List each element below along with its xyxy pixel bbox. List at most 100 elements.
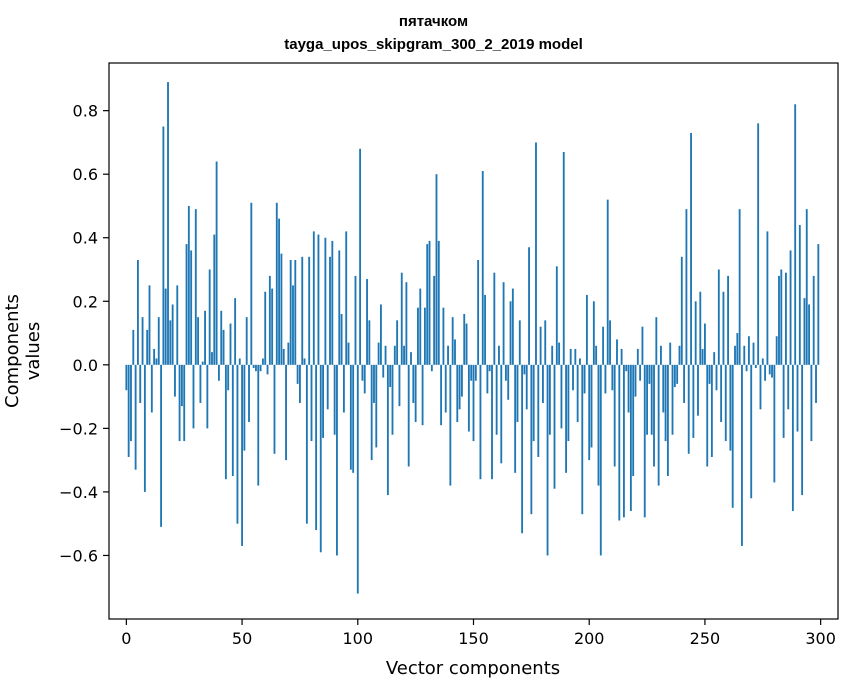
bar-94 <box>342 364 345 413</box>
bar-27 <box>187 205 190 365</box>
bar-66 <box>278 218 281 365</box>
bar-221 <box>636 348 639 365</box>
bar-98 <box>352 364 355 473</box>
bar-224 <box>643 364 646 518</box>
bar-242 <box>685 209 688 365</box>
bar-73 <box>294 259 297 365</box>
bar-55 <box>252 364 255 369</box>
bar-293 <box>803 298 806 365</box>
bar-190 <box>565 364 567 473</box>
bar-183 <box>548 364 551 435</box>
bar-182 <box>546 364 549 556</box>
bar-18 <box>167 82 169 365</box>
bar-262 <box>731 364 734 508</box>
bar-84 <box>319 364 322 553</box>
bar-152 <box>477 259 480 365</box>
bar-146 <box>463 313 466 365</box>
bar-53 <box>248 364 250 423</box>
bar-91 <box>336 364 338 556</box>
bar-138 <box>444 364 447 413</box>
bar-217 <box>627 364 630 413</box>
bar-235 <box>669 342 672 365</box>
bar-202 <box>592 301 595 365</box>
bar-254 <box>713 352 716 365</box>
bar-5 <box>137 259 139 365</box>
bar-118 <box>398 364 401 407</box>
bar-189 <box>562 151 565 365</box>
bar-191 <box>567 364 570 442</box>
bar-134 <box>435 174 438 365</box>
bar-263 <box>734 345 736 365</box>
bar-147 <box>465 323 468 365</box>
bar-43 <box>224 364 227 480</box>
bar-80 <box>310 364 313 442</box>
bar-22 <box>176 285 179 365</box>
bar-2 <box>130 364 132 442</box>
bar-123 <box>410 352 412 365</box>
bar-25 <box>183 364 186 442</box>
bar-289 <box>794 104 797 365</box>
bar-270 <box>750 364 753 499</box>
bar-114 <box>389 364 392 388</box>
bar-93 <box>340 313 343 365</box>
bar-121 <box>405 282 408 365</box>
bar-290 <box>796 364 799 432</box>
bar-115 <box>391 364 394 435</box>
bar-49 <box>238 358 241 365</box>
bar-19 <box>169 320 172 365</box>
bar-133 <box>433 275 436 365</box>
bar-106 <box>370 364 373 461</box>
bar-157 <box>488 364 491 372</box>
bar-233 <box>664 364 667 442</box>
y-axis-ticks: −0.6 −0.4 −0.2 0.0 0.2 0.4 0.6 0.8 <box>59 102 109 565</box>
bar-143 <box>456 364 459 423</box>
bar-239 <box>678 345 681 365</box>
bar-260 <box>727 275 729 365</box>
bar-110 <box>380 304 382 365</box>
bar-82 <box>315 364 318 531</box>
bar-21 <box>174 364 176 397</box>
bar-210 <box>611 364 614 391</box>
bar-61 <box>266 364 269 375</box>
bar-149 <box>470 364 473 381</box>
bar-187 <box>558 342 561 365</box>
bar-48 <box>236 364 239 524</box>
bar-266 <box>741 364 743 546</box>
bar-127 <box>419 288 422 365</box>
x-axis-label: Vector components <box>385 658 561 679</box>
bar-6 <box>139 364 142 403</box>
bar-179 <box>539 326 542 365</box>
bar-227 <box>650 364 653 435</box>
bar-271 <box>752 342 755 365</box>
bar-297 <box>812 275 815 365</box>
bar-126 <box>417 307 419 365</box>
x-axis-ticks: 0 50 100 150 200 250 300 <box>121 619 836 648</box>
bar-136 <box>440 364 443 426</box>
bar-214 <box>620 348 623 365</box>
bar-74 <box>296 364 299 384</box>
bar-51 <box>243 364 246 451</box>
bar-200 <box>588 364 591 461</box>
bar-139 <box>447 345 449 365</box>
bar-248 <box>699 291 702 365</box>
y-tick-label: −0.4 <box>59 483 98 502</box>
bar-277 <box>766 231 769 365</box>
bar-231 <box>660 345 662 365</box>
bar-37 <box>211 352 213 365</box>
bar-246 <box>694 301 697 365</box>
bar-11 <box>150 364 153 413</box>
bar-113 <box>386 364 389 496</box>
x-tick-label: 300 <box>805 629 836 648</box>
bar-292 <box>801 364 804 496</box>
bar-237 <box>673 364 676 388</box>
bar-185 <box>553 364 556 489</box>
bar-107 <box>373 364 375 403</box>
bar-223 <box>641 326 644 365</box>
bar-23 <box>178 364 181 442</box>
bar-229 <box>655 317 658 365</box>
bar-8 <box>143 364 146 492</box>
bar-168 <box>514 364 517 473</box>
bar-166 <box>509 301 512 365</box>
bar-204 <box>597 364 600 486</box>
bar-162 <box>500 364 503 464</box>
